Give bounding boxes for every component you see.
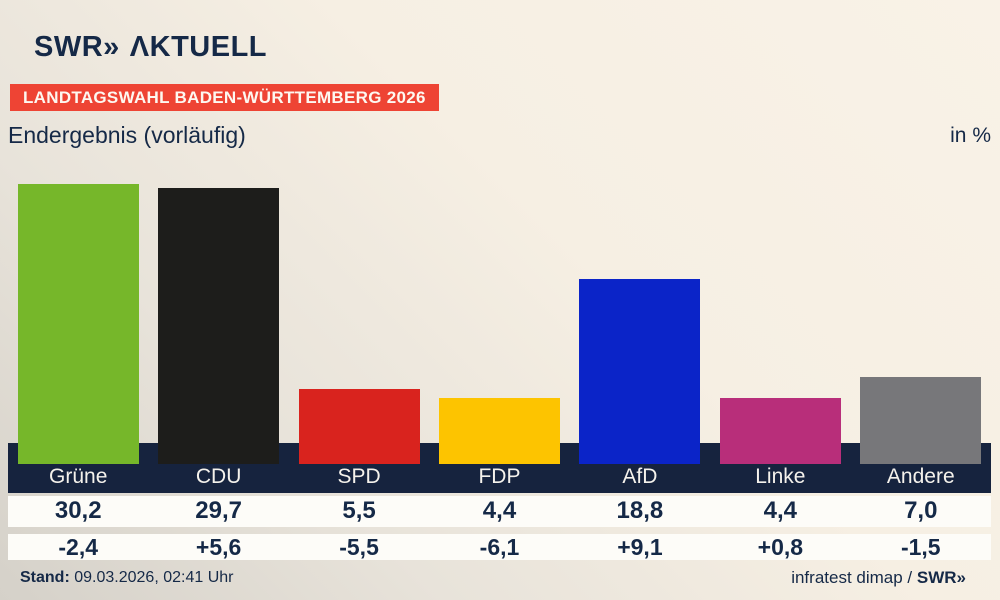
party-label-spd: SPD xyxy=(337,465,381,488)
result-value-grüne: 30,2 xyxy=(54,497,102,524)
bar-fdp xyxy=(439,398,560,464)
swr-logo-text: SWR» xyxy=(34,31,120,63)
result-value-andere: 7,0 xyxy=(904,497,938,524)
change-value-afd: +9,1 xyxy=(617,534,663,560)
timestamp: Stand: 09.03.2026, 02:41 Uhr xyxy=(20,569,233,587)
aktuell-logo-text: ΛKTUELL xyxy=(129,31,268,63)
change-value-row: -2,4 +5,6 -5,5 -6,1 +9,1 +0,8 -1,5 xyxy=(8,534,991,560)
election-banner: LANDTAGSWAHL BADEN-WÜRTTEMBERG 2026 xyxy=(10,84,439,111)
party-label-grüne: Grüne xyxy=(49,465,108,488)
party-label-linke: Linke xyxy=(755,465,806,488)
bar-andere xyxy=(860,376,982,464)
chart-title: Endergebnis (vorläufig) xyxy=(8,122,246,148)
source-brand: SWR» xyxy=(916,568,966,587)
bar-afd xyxy=(579,278,701,464)
bar-cdu xyxy=(158,188,280,464)
change-value-spd: -5,5 xyxy=(339,534,379,560)
change-value-grüne: -2,4 xyxy=(58,534,99,560)
source-credit: infratest dimap / SWR» xyxy=(8,568,966,588)
stand-value: 09.03.2026, 02:41 Uhr xyxy=(74,569,234,586)
source-text: infratest dimap / xyxy=(791,568,917,587)
unit-label: in % xyxy=(950,124,991,147)
result-value-cdu: 29,7 xyxy=(195,497,242,524)
party-label-cdu: CDU xyxy=(195,465,242,488)
change-value-fdp: -6,1 xyxy=(479,534,520,560)
result-value-linke: 4,4 xyxy=(763,497,798,524)
result-value-fdp: 4,4 xyxy=(482,497,517,524)
result-value-row: 30,2 29,7 5,5 4,4 18,8 4,4 7,0 xyxy=(8,496,991,527)
party-label-fdp: FDP xyxy=(478,465,521,488)
party-label-andere: Andere xyxy=(886,465,955,488)
change-value-linke: +0,8 xyxy=(757,534,804,560)
party-label-afd: AfD xyxy=(622,465,658,488)
change-value-cdu: +5,6 xyxy=(195,534,242,560)
bar-spd xyxy=(298,389,420,464)
stand-label: Stand: xyxy=(20,569,70,586)
swr-aktuell-logo: SWR» ΛKTUELL xyxy=(34,31,267,64)
bar-grüne xyxy=(17,184,139,464)
result-value-spd: 5,5 xyxy=(342,497,376,524)
change-value-andere: -1,5 xyxy=(900,534,941,560)
result-value-afd: 18,8 xyxy=(616,497,664,524)
bar-linke xyxy=(719,398,841,464)
